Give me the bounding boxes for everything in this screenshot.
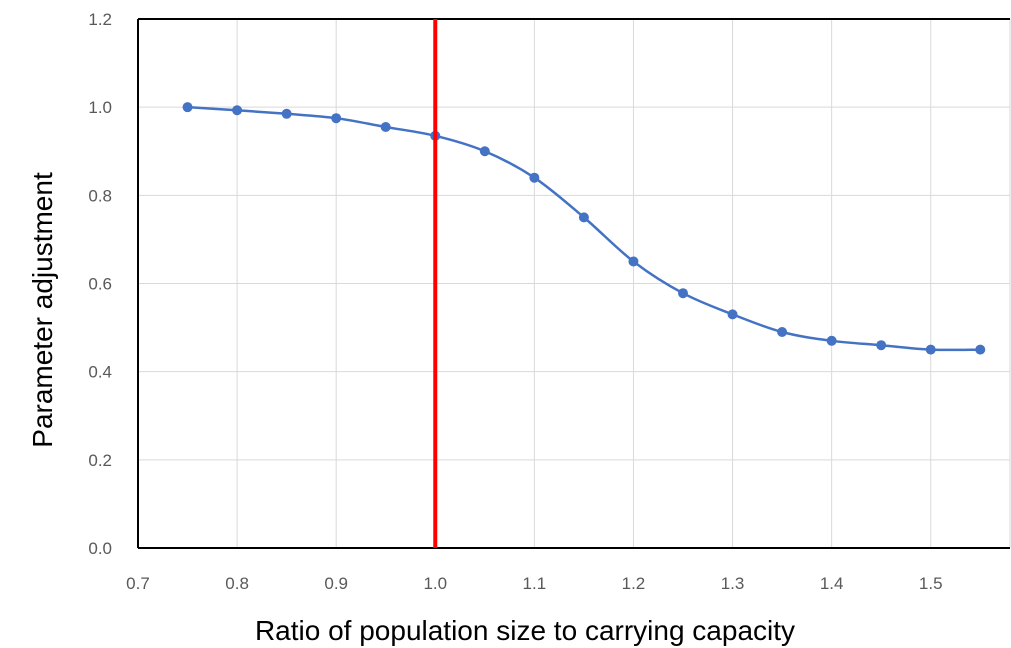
data-point — [281, 108, 292, 119]
data-point — [380, 122, 391, 133]
axes — [137, 18, 1010, 549]
data-point — [479, 146, 490, 157]
data-point — [232, 105, 243, 116]
y-tick-label: 0.4 — [88, 363, 112, 382]
data-point — [975, 344, 986, 355]
data-point — [876, 340, 887, 351]
x-tick-label: 1.1 — [523, 574, 547, 593]
x-axis-title: Ratio of population size to carrying cap… — [255, 615, 795, 646]
data-point — [925, 344, 936, 355]
y-tick-label: 0.0 — [88, 539, 112, 558]
data-point — [826, 335, 837, 346]
y-axis-title: Parameter adjustment — [27, 172, 58, 448]
x-tick-label: 1.2 — [622, 574, 646, 593]
tick-labels: 0.7 0.8 0.9 1.0 1.1 1.2 1.3 1.4 1.5 0.0 0.2 0.4 0.6 0… — [88, 10, 942, 593]
x-tick-label: 1.4 — [820, 574, 844, 593]
data-point — [331, 113, 342, 124]
y-tick-label: 0.6 — [88, 275, 112, 294]
data-point — [182, 102, 193, 113]
data-point — [678, 288, 688, 299]
y-tick-label: 1.2 — [88, 10, 112, 29]
x-tick-label: 0.8 — [225, 574, 249, 593]
y-tick-label: 0.2 — [88, 451, 112, 470]
x-tick-label: 0.9 — [324, 574, 348, 593]
y-tick-label: 0.8 — [88, 186, 112, 205]
x-tick-label: 0.7 — [126, 574, 150, 593]
data-point — [777, 326, 788, 337]
data-point — [727, 309, 738, 320]
data-series — [182, 102, 986, 355]
y-tick-label: 1.0 — [88, 98, 112, 117]
series-line — [187, 105, 981, 352]
x-tick-label: 1.5 — [919, 574, 943, 593]
gridlines — [138, 19, 1011, 548]
data-point — [628, 256, 639, 267]
data-point — [529, 172, 540, 183]
x-tick-label: 1.0 — [423, 574, 447, 593]
data-point — [578, 212, 589, 223]
x-tick-label: 1.3 — [721, 574, 745, 593]
